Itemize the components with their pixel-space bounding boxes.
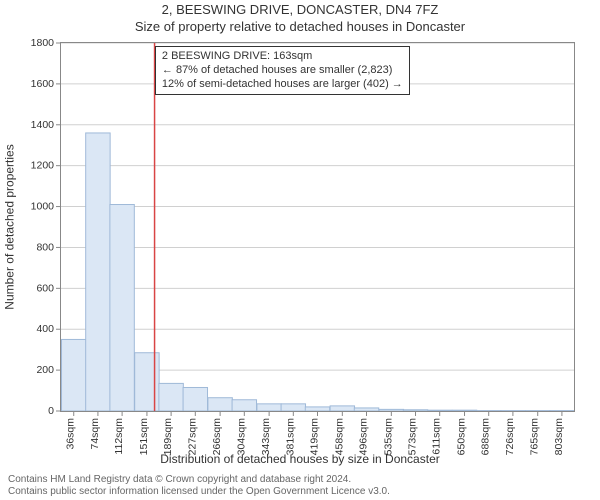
svg-text:458sqm: 458sqm [333, 418, 345, 456]
svg-text:381sqm: 381sqm [284, 418, 296, 456]
histogram-svg [61, 43, 574, 411]
annotation-line1: 2 BEESWING DRIVE: 163sqm [162, 50, 403, 64]
svg-text:600: 600 [36, 282, 54, 294]
svg-text:1400: 1400 [31, 119, 55, 131]
svg-text:400: 400 [36, 323, 54, 335]
svg-text:343sqm: 343sqm [260, 418, 272, 456]
annotation-box: 2 BEESWING DRIVE: 163sqm ← 87% of detach… [155, 46, 410, 95]
x-axis-ticks: 36sqm 74sqm 112sqm 151sqm 189sqm 227sqm 266sqm… [0, 412, 600, 472]
svg-text:535sqm: 535sqm [382, 418, 394, 456]
svg-text:688sqm: 688sqm [480, 418, 492, 456]
svg-text:800: 800 [36, 241, 54, 253]
svg-text:726sqm: 726sqm [504, 418, 516, 456]
svg-text:765sqm: 765sqm [529, 418, 541, 456]
svg-text:1200: 1200 [31, 160, 55, 172]
svg-text:650sqm: 650sqm [456, 418, 468, 456]
svg-text:36sqm: 36sqm [65, 418, 77, 450]
svg-text:151sqm: 151sqm [138, 418, 150, 456]
svg-text:496sqm: 496sqm [358, 418, 370, 456]
page-subtitle: Size of property relative to detached ho… [0, 19, 600, 34]
svg-text:227sqm: 227sqm [186, 418, 198, 456]
svg-text:419sqm: 419sqm [309, 418, 321, 456]
svg-text:1600: 1600 [31, 78, 55, 90]
annotation-line3: 12% of semi-detached houses are larger (… [162, 78, 403, 92]
histogram-plot [60, 42, 575, 412]
footer: Contains HM Land Registry data © Crown c… [8, 474, 390, 498]
svg-text:1800: 1800 [31, 37, 55, 49]
svg-text:611sqm: 611sqm [431, 418, 443, 455]
svg-text:74sqm: 74sqm [89, 418, 101, 450]
page-root: 2, BEESWING DRIVE, DONCASTER, DN4 7FZ Si… [0, 0, 600, 500]
svg-text:189sqm: 189sqm [162, 418, 174, 456]
svg-text:112sqm: 112sqm [113, 418, 125, 455]
annotation-line2: ← 87% of detached houses are smaller (2,… [162, 64, 403, 78]
svg-text:803sqm: 803sqm [553, 418, 565, 456]
svg-text:200: 200 [36, 364, 54, 376]
svg-text:304sqm: 304sqm [235, 418, 247, 456]
footer-line2: Contains public sector information licen… [8, 486, 390, 498]
svg-text:266sqm: 266sqm [211, 418, 223, 456]
svg-text:1000: 1000 [31, 201, 55, 213]
footer-line1: Contains HM Land Registry data © Crown c… [8, 474, 390, 486]
page-title: 2, BEESWING DRIVE, DONCASTER, DN4 7FZ [0, 2, 600, 17]
svg-text:573sqm: 573sqm [407, 418, 419, 456]
